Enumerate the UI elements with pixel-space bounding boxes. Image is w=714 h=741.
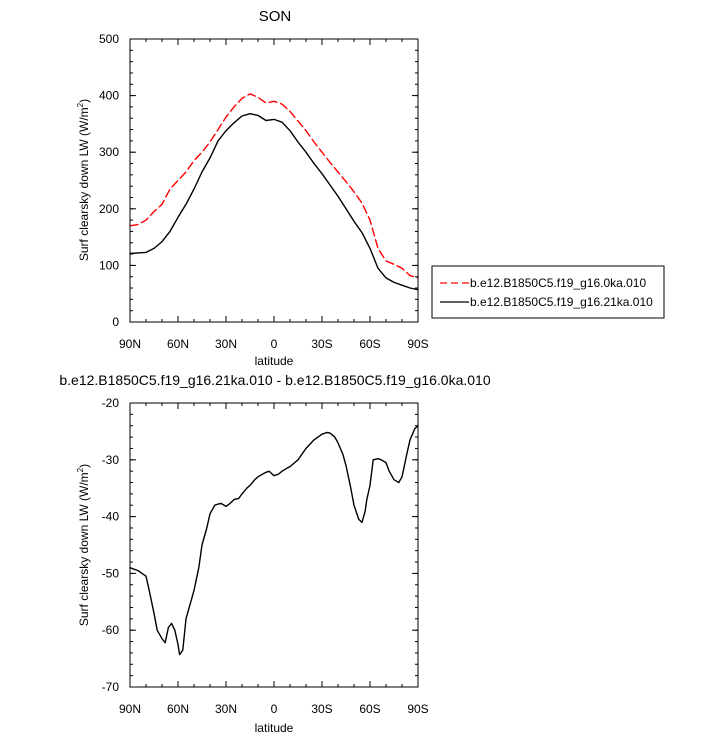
bottom-y-tick-label: -30 (102, 453, 120, 467)
bottom-y-tick-label: -50 (102, 566, 120, 580)
top-x-tick-label: 0 (271, 337, 278, 351)
top-chart-y-label-close: ) (77, 99, 91, 103)
bottom-chart-x-label: latitude (255, 721, 294, 735)
bottom-x-tick-label: 0 (271, 702, 278, 716)
bottom-x-tick-label: 90S (407, 702, 428, 716)
bottom-x-tick-label: 60N (167, 702, 189, 716)
top-y-tick-label: 100 (99, 258, 119, 272)
bottom-chart-y-label-main: Surf clearsky down LW (W/m (77, 472, 91, 626)
top-y-tick-label: 300 (99, 145, 119, 159)
top-chart-y-label: Surf clearsky down LW (W/m2) (76, 99, 91, 261)
top-y-tick-label: 0 (112, 315, 119, 329)
top-y-tick-label: 200 (99, 202, 119, 216)
top-chart-y-label-main: Surf clearsky down LW (W/m (77, 107, 91, 261)
top-y-tick-label: 500 (99, 32, 119, 46)
legend-frame (431, 265, 665, 319)
bottom-chart-title: b.e12.B1850C5.f19_g16.21ka.010 - b.e12.B… (59, 372, 490, 388)
top-y-tick-label: 400 (99, 89, 119, 103)
bottom-y-tick-label: -60 (102, 623, 120, 637)
top-x-tick-label: 60N (167, 337, 189, 351)
top-series-line-1 (129, 112, 419, 291)
top-x-tick-label: 90N (119, 337, 141, 351)
top-x-tick-label: 30S (311, 337, 332, 351)
bottom-x-tick-label: 60S (359, 702, 380, 716)
bottom-y-tick-label: -40 (102, 510, 120, 524)
bottom-chart-panel: b.e12.B1850C5.f19_g16.21ka.010 - b.e12.B… (59, 372, 490, 735)
bottom-x-tick-label: 30N (215, 702, 237, 716)
top-chart-frame (129, 38, 419, 323)
legend-label-21ka: b.e12.B1850C5.f19_g16.21ka.010 (470, 295, 653, 309)
top-chart-title: SON (259, 8, 292, 25)
bottom-chart-y-label: Surf clearsky down LW (W/m2) (76, 464, 91, 626)
bottom-chart-y-label-sup: 2 (76, 467, 85, 472)
bottom-chart-y-label-close: ) (77, 464, 91, 468)
bottom-x-tick-label: 30S (311, 702, 332, 716)
bottom-series-line-0 (129, 425, 419, 656)
top-x-tick-label: 30N (215, 337, 237, 351)
legend-label-0ka: b.e12.B1850C5.f19_g16.0ka.010 (470, 276, 646, 290)
top-chart-x-label: latitude (255, 354, 294, 368)
legend: b.e12.B1850C5.f19_g16.0ka.010 b.e12.B185… (431, 265, 665, 319)
top-x-tick-label: 60S (359, 337, 380, 351)
top-series-line-0 (129, 93, 419, 279)
bottom-x-tick-label: 90N (119, 702, 141, 716)
bottom-y-tick-label: -20 (102, 396, 120, 410)
top-chart-panel: SON 90N 60N 30N 0 30S 60S 90S0100200300400500 … (76, 8, 665, 368)
top-chart-y-label-sup: 2 (76, 102, 85, 107)
bottom-y-tick-label: -70 (102, 680, 120, 694)
bottom-chart-frame (129, 402, 419, 688)
top-x-tick-label: 90S (407, 337, 428, 351)
